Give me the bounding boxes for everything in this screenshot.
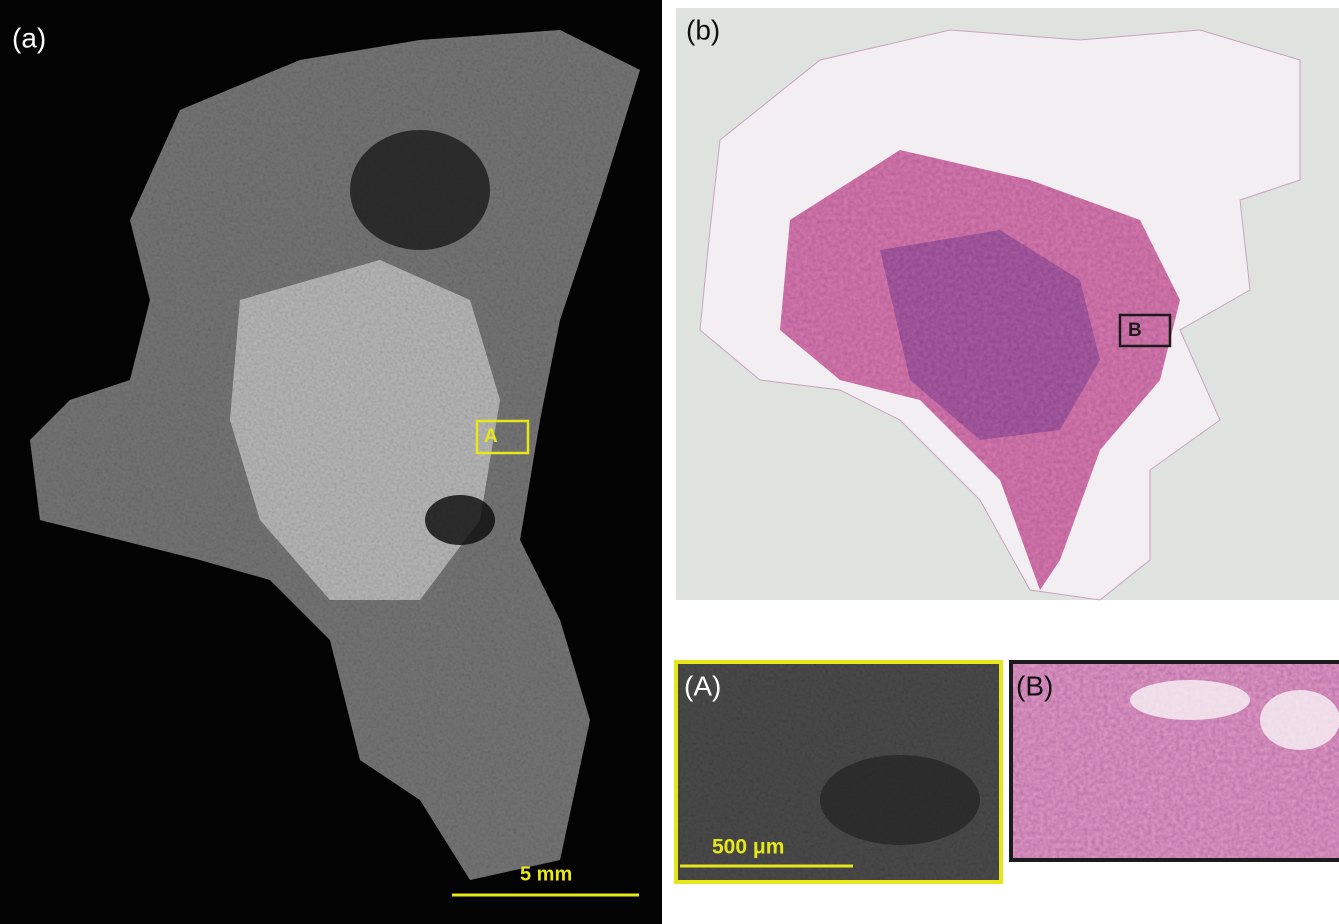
scale-bar-label: 5 mm (520, 863, 572, 885)
dark-region (350, 130, 490, 250)
roi-label: A (484, 426, 498, 447)
panel-label: (a) (12, 22, 46, 53)
panel-a: A 5 mm (a) (0, 0, 662, 924)
dark-region (820, 755, 980, 845)
dark-region (425, 495, 495, 545)
panel-B: (B) (1011, 662, 1339, 860)
roi-label: B (1128, 320, 1142, 341)
panel-label: (A) (684, 670, 721, 701)
panel-label: (b) (686, 14, 720, 45)
panel-A: 500 μm (A) (676, 662, 1001, 882)
fat-region (1260, 690, 1339, 750)
figure: A 5 mm (a) B (b) 500 μm (A) (B) (0, 0, 1339, 924)
panel-label: (B) (1016, 670, 1053, 701)
scale-bar-label: 500 μm (712, 836, 784, 859)
fat-region (1130, 680, 1250, 720)
panel-b: B (b) (676, 8, 1339, 600)
